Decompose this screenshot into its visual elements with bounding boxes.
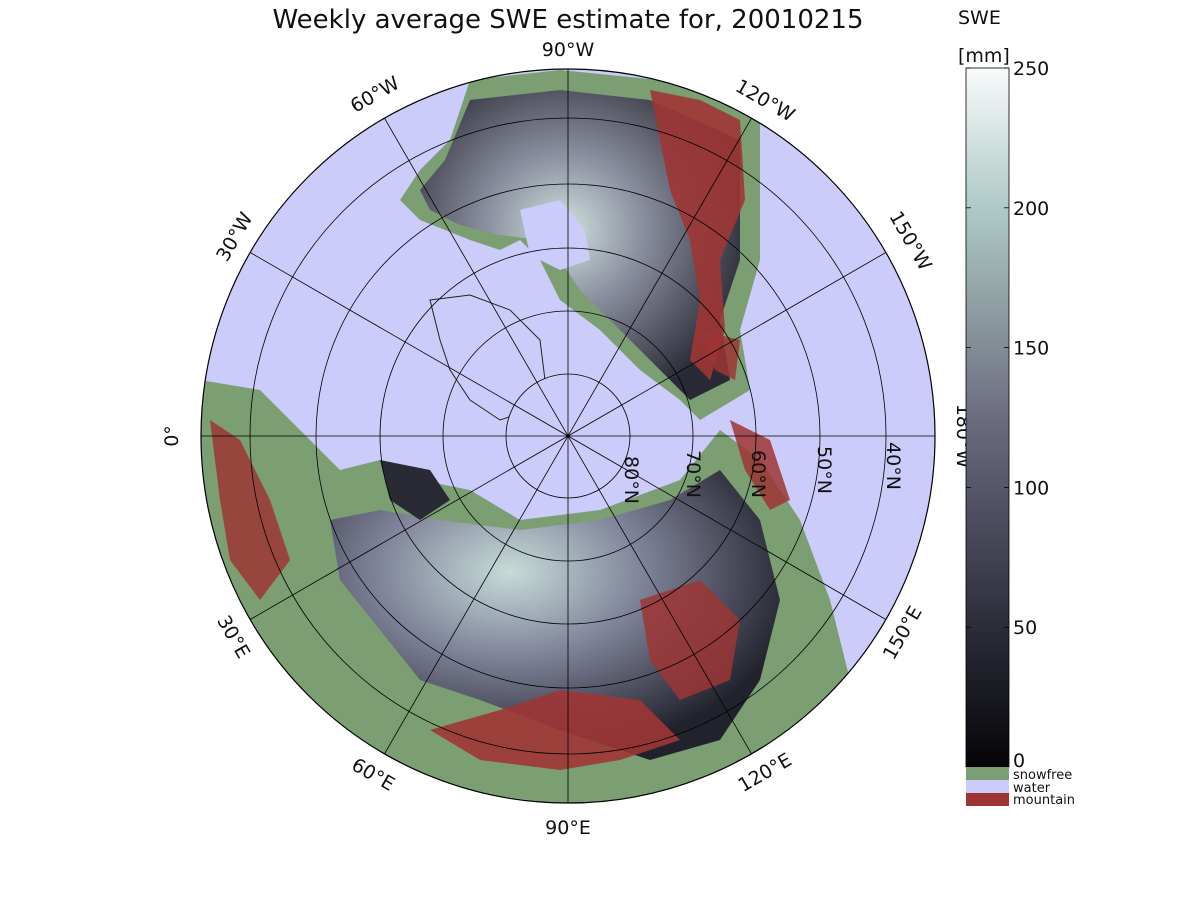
map-disk [201,69,935,803]
rocky-mountains [650,90,745,380]
legend-swatch-mountain [966,793,1009,806]
legend-swatch-water [966,780,1009,793]
legend-label-water: water [1013,781,1051,796]
lon-label-60e: 60°E [348,754,399,796]
lon-label-90e: 90°E [545,817,591,839]
colorbar-tick-label: 0 [1013,750,1025,772]
meridian-150w-30e [249,252,887,620]
lat-label-80n: 80°N [620,456,642,504]
lon-label-0: 0° [161,425,183,447]
lon-label-30e: 30°E [212,612,254,663]
colorbar-tick-label: 200 [1013,198,1049,220]
kamchatka-mountains [730,420,790,510]
hudson-bay [520,200,590,270]
colorbar-tick-label: 100 [1013,477,1049,499]
lon-label-90w: 90°W [542,39,595,61]
colorbar-label-line2: [mm] [958,45,1010,67]
legend-swatch-snowfree [966,767,1009,780]
legend-label-snowfree: snowfree [1013,768,1072,783]
colorbar-tick-label: 50 [1013,617,1037,639]
lon-label-60w: 60°W [347,72,404,117]
colorbar-tick-label: 250 [1013,58,1049,80]
scandinavia-snow [380,460,450,520]
legend-label-mountain: mountain [1013,793,1075,808]
scandinavia-mountains [210,420,290,600]
lat-label-50n: 50°N [813,446,835,494]
eurasia-snow [330,470,780,760]
colorbar-gradient [965,67,1010,768]
map-title: Weekly average SWE estimate for, 2001021… [272,5,863,35]
colorbar-ticks: 0 50 100 150 200 250 [966,58,1049,772]
colorbar-tick-label: 150 [1013,338,1049,360]
meridian-lines [201,69,935,803]
colorbar-label-line1: SWE [958,7,1001,29]
east-asia-mountains [640,580,740,700]
lat-label-40n: 40°N [882,442,904,490]
lat-label-70n: 70°N [682,450,704,498]
latitude-labels: 80°N 70°N 60°N 50°N 40°N [620,442,904,504]
lat-label-60n: 60°N [747,450,769,498]
